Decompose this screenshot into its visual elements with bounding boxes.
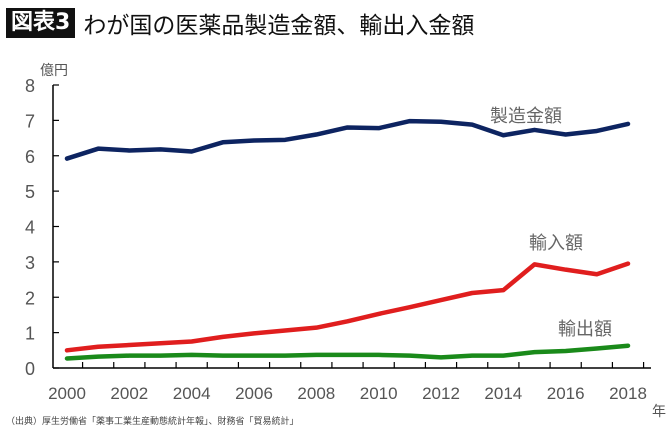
x-tick-label: 2016 [547,384,585,403]
series-label: 輸入額 [529,233,583,254]
series-label: 製造金額 [490,106,562,127]
x-tick-label: 2004 [173,384,211,403]
y-tick-label: 0 [25,359,35,379]
y-axis-label: 億円 [40,63,68,79]
x-tick-label: 2000 [48,384,86,403]
series-line [64,343,631,361]
x-tick-label: 2008 [297,384,335,403]
x-tick-label: 2006 [235,384,273,403]
y-tick-label: 6 [25,147,35,167]
y-tick-label: 1 [25,324,35,344]
y-tick-label: 2 [25,288,35,308]
y-tick-label: 4 [25,218,35,238]
series-line [64,261,631,353]
chart-title: 図表3 わが国の医薬品製造金額、輸出入金額 [6,6,474,40]
x-tick-label: 2012 [422,384,460,403]
y-tick-label: 5 [25,182,35,202]
figure-badge: 図表3 [6,8,76,38]
x-tick-label: 2018 [609,384,647,403]
y-tick-label: 7 [25,111,35,131]
y-tick-label: 3 [25,253,35,273]
x-tick-label: 2014 [484,384,522,403]
title-text: わが国の医薬品製造金額、輸出入金額 [83,13,475,39]
x-axis-label: 年 [652,404,666,420]
source-note: （出典）厚生労働省「薬事工業生産動態統計年報」、財務省「貿易統計」 [6,417,299,427]
series-label: 輸出額 [558,319,612,340]
x-tick-label: 2010 [360,384,398,403]
y-tick-label: 8 [25,76,35,96]
x-tick-label: 2002 [110,384,148,403]
